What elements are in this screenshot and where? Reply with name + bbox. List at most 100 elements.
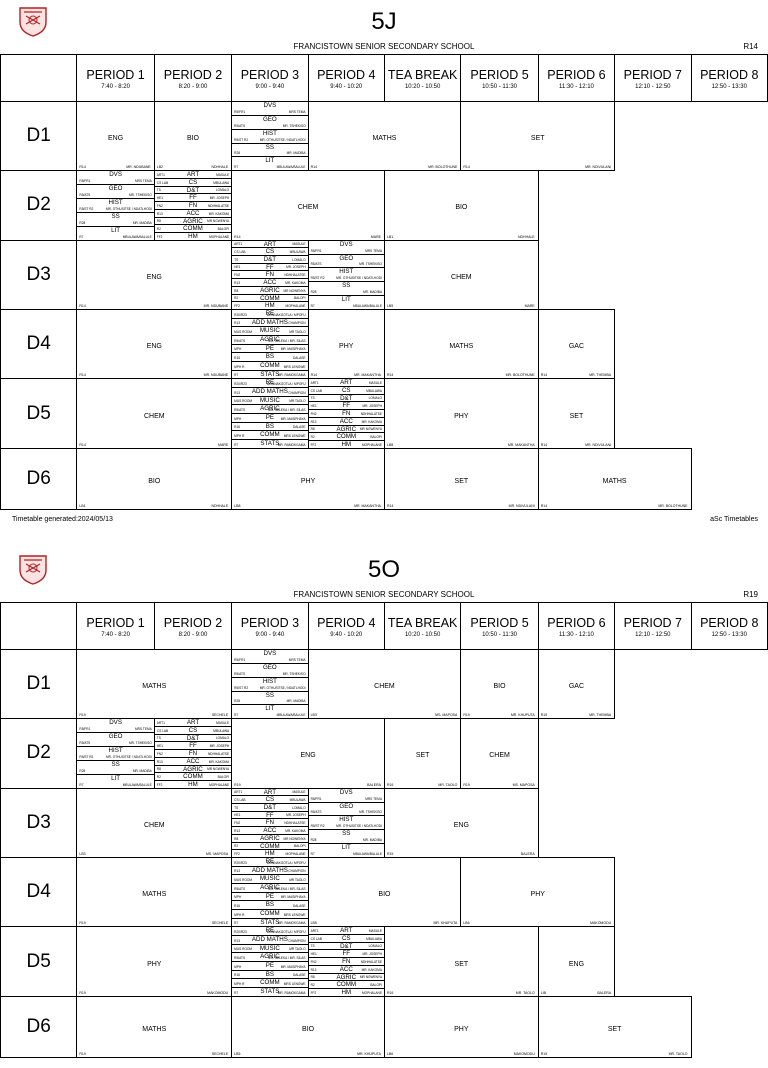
grid-corner bbox=[0, 54, 78, 102]
option-room: MPH R bbox=[234, 982, 245, 987]
option-room: R13 bbox=[156, 211, 163, 216]
lesson-subject: SET bbox=[454, 960, 469, 968]
option-room: HE1 bbox=[234, 265, 241, 270]
option-list: ART ART1 MASULE CS CS LAB MBULAWA D&T TS LOMALO F… bbox=[309, 380, 384, 448]
lesson-cell: SET R14 MR. NDIVULANI bbox=[460, 100, 616, 172]
lesson-subject: SET bbox=[607, 1025, 622, 1033]
option-room: R5/ATS bbox=[234, 886, 246, 891]
lesson-teacher: MAKOMODU bbox=[513, 1052, 535, 1056]
option-subject: D&T bbox=[340, 394, 353, 402]
option-room: R5/ST R2 bbox=[310, 276, 325, 281]
option-subject: COMM bbox=[183, 225, 203, 233]
option-teacher: MR. SELEKA / MR. SILAS bbox=[268, 956, 306, 961]
lesson-subject: BIO bbox=[148, 477, 161, 485]
day-label: D1 bbox=[0, 648, 78, 720]
lesson-subject: MATHS bbox=[449, 343, 474, 351]
option-teacher: MASULE bbox=[216, 172, 230, 177]
option-lesson: COMM MPH R MRS LENGWE bbox=[232, 979, 308, 989]
option-room: R13 bbox=[234, 280, 241, 285]
option-teacher: MR. MADIBA bbox=[286, 699, 306, 704]
option-room: R5/ST R2 bbox=[79, 206, 94, 211]
option-teacher: MASULE bbox=[368, 381, 382, 386]
option-teacher: BALOPI bbox=[217, 226, 230, 231]
lesson-teacher: MR. NDIVULANI bbox=[508, 504, 535, 508]
lesson-cell: MATHS R14 MR. BOLOTHUNE bbox=[383, 308, 539, 380]
period-time: 10:50 - 11:30 bbox=[482, 84, 517, 91]
option-block: ART ART1 MASULE CS CS LAB MBULAWA D&T TS LOMALO F… bbox=[153, 718, 233, 789]
option-room: MPH R bbox=[234, 364, 245, 369]
option-teacher: LOMALO bbox=[368, 944, 382, 949]
lesson-room: LB5 bbox=[234, 1052, 241, 1056]
lesson-room: R14 bbox=[79, 304, 86, 308]
option-teacher: MASULE bbox=[368, 929, 382, 934]
lesson-room: R14 bbox=[386, 373, 394, 378]
option-subject: HM bbox=[341, 440, 352, 448]
option-lesson: RE R20/R23 MONNAKGOTLA / MPOFU bbox=[232, 928, 308, 937]
day-label: D2 bbox=[0, 718, 78, 789]
option-teacher: BALOPI bbox=[370, 434, 382, 439]
lesson-teacher: MS. MAPOSA bbox=[206, 852, 229, 856]
option-teacher: MBULAWA bbox=[289, 250, 306, 255]
option-room: R5/ATS bbox=[234, 956, 246, 961]
option-lesson: GEO R5/ATS MR. TSHEKISO bbox=[77, 185, 154, 200]
option-lesson: D&T TS LOMALO bbox=[155, 187, 231, 195]
option-room: R7 bbox=[234, 373, 239, 378]
option-subject: CS bbox=[188, 178, 198, 186]
lesson-cell: MATHS R14 MR. BOLOTHUNE bbox=[537, 447, 692, 511]
option-room: R8 bbox=[156, 767, 161, 772]
option-teacher: MR. KAKOMA bbox=[208, 759, 230, 764]
lesson-subject: CHEM bbox=[297, 204, 319, 212]
lesson-room: R14 bbox=[234, 234, 241, 239]
period-name: PERIOD 3 bbox=[240, 616, 300, 631]
option-lesson: GEO R5/ATS MR. TSHEKISO bbox=[232, 116, 308, 130]
lesson-cell: SET R19 MR. TAOLO bbox=[537, 995, 692, 1059]
option-teacher: BALOPI bbox=[294, 844, 306, 849]
option-teacher: MOPHALANE bbox=[285, 303, 306, 308]
option-subject: CS bbox=[341, 935, 351, 943]
option-subject: AGRIC bbox=[260, 953, 280, 961]
period-name: PERIOD 7 bbox=[623, 68, 682, 83]
class-title: 5J bbox=[371, 8, 397, 35]
option-teacher: MR. MASIPHAYA bbox=[280, 895, 306, 900]
option-teacher: MR. OTHUSITSE / NDATLHODI bbox=[105, 754, 152, 759]
option-subject: COMM bbox=[336, 981, 357, 989]
option-room: R8 bbox=[310, 975, 315, 980]
option-teacher: MR. SELEKA / MR. SILAS bbox=[268, 338, 306, 343]
option-lesson: HM FF2 MOPHALANE bbox=[155, 233, 230, 239]
option-room: CS LAB bbox=[310, 388, 322, 393]
option-teacher: MR. KAKOMA bbox=[285, 280, 306, 285]
option-teacher: MRS TEMA bbox=[288, 109, 306, 114]
lesson-teacher: SECHELE bbox=[211, 713, 229, 718]
option-list: DVS R5/FR1 MRS TEMA GEO R5/ATS MR. TSHEKISO HI… bbox=[77, 172, 154, 239]
lesson-cell: CHEM R14 MARE bbox=[76, 378, 233, 449]
option-subject: DVS bbox=[263, 649, 277, 657]
generated-date: Timetable generated:2024/05/13 bbox=[12, 516, 113, 523]
option-lesson: DVS R5/FR1 MRS TEMA bbox=[309, 789, 384, 803]
lesson-teacher: MR. BOLOTHUNE bbox=[658, 504, 688, 508]
option-subject: BS bbox=[265, 901, 274, 909]
option-subject: COMM bbox=[260, 362, 280, 370]
period-time: 12:10 - 12:50 bbox=[635, 84, 671, 91]
option-subject: LIT bbox=[111, 774, 121, 782]
school-crest-icon bbox=[19, 7, 47, 37]
option-room: FN2 bbox=[234, 821, 241, 826]
option-teacher: LOMALO bbox=[215, 736, 230, 741]
option-room: MUS ROOM bbox=[234, 878, 253, 883]
lesson-teacher: MR. KHUPUTA bbox=[510, 713, 535, 718]
option-lesson: AGRIC R8 MR NGWENYA bbox=[232, 287, 308, 295]
option-subject: HIST bbox=[262, 129, 277, 137]
lesson-teacher: MR. TAOLO bbox=[515, 990, 535, 995]
lesson-cell: CHEM R14 MARE bbox=[231, 170, 385, 241]
option-lesson: CS CS LAB MBULAWA bbox=[309, 387, 384, 395]
option-teacher: MR. OTHUSITSE / NDATLHODI bbox=[336, 276, 382, 281]
day-label: D4 bbox=[0, 856, 78, 928]
option-subject: COMM bbox=[336, 433, 357, 441]
option-lesson: CS CS LAB MBULAWA bbox=[155, 727, 231, 735]
lesson-teacher: MR. THEMBA bbox=[589, 713, 612, 718]
option-subject: FN bbox=[265, 271, 274, 279]
option-subject: AGRIC bbox=[183, 765, 203, 773]
option-room: MPH bbox=[234, 895, 242, 900]
lesson-room: R19 bbox=[386, 990, 394, 995]
option-lesson: BS R16 DALASE bbox=[232, 353, 308, 363]
option-lesson: BS R16 DALASE bbox=[232, 901, 308, 911]
